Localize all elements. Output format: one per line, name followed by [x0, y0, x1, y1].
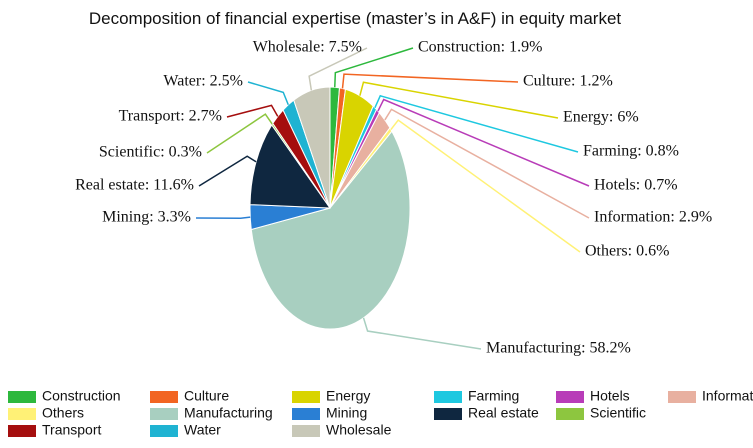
legend-swatch: [556, 391, 584, 403]
pie-slice: [250, 130, 411, 330]
leader-line: [206, 113, 273, 154]
legend-label: Wholesale: [326, 422, 392, 438]
legend-swatch: [150, 425, 178, 437]
legend-label: Construction: [42, 388, 121, 404]
data-label: Farming: 0.8%: [583, 143, 679, 160]
data-label: Manufacturing: 58.2%: [486, 340, 631, 357]
legend-label: Real estate: [468, 405, 539, 421]
legend-label: Manufacturing: [184, 405, 273, 421]
data-label: Construction: 1.9%: [418, 39, 542, 56]
legend-swatch: [8, 408, 36, 420]
legend-label: Others: [42, 405, 84, 421]
leader-line: [359, 81, 559, 119]
pie-slice: [249, 124, 331, 209]
leader-line: [247, 81, 289, 106]
legend-label: Information: [702, 388, 753, 404]
leader-line: [341, 73, 519, 89]
leader-line: [334, 47, 414, 88]
legend-swatch: [556, 408, 584, 420]
legend-label: Farming: [468, 388, 519, 404]
legend-label: Energy: [326, 388, 370, 404]
legend-swatch: [292, 391, 320, 403]
legend-swatch: [8, 425, 36, 437]
leader-line: [198, 155, 257, 187]
data-label: Others: 0.6%: [585, 243, 669, 260]
legend-swatch: [292, 408, 320, 420]
leader-line: [390, 119, 581, 253]
legend-swatch: [668, 391, 696, 403]
data-label: Culture: 1.2%: [523, 73, 613, 90]
pie-slice: [293, 86, 331, 209]
data-label: Mining: 3.3%: [102, 209, 191, 226]
data-label: Information: 2.9%: [594, 209, 712, 226]
legend-label: Mining: [326, 405, 367, 421]
data-label: Water: 2.5%: [163, 73, 243, 90]
legend-label: Transport: [42, 422, 102, 438]
leader-line: [195, 216, 251, 219]
leader-line: [374, 94, 579, 153]
data-label: Scientific: 0.3%: [99, 144, 202, 161]
legend-label: Scientific: [590, 405, 646, 421]
leader-line: [308, 47, 368, 91]
data-label: Transport: 2.7%: [119, 108, 222, 125]
legend-swatch: [8, 391, 36, 403]
chart-title: Decomposition of financial expertise (ma…: [89, 9, 622, 28]
leader-line: [362, 317, 482, 350]
leader-line: [377, 98, 590, 187]
legend-swatch: [434, 391, 462, 403]
data-label: Real estate: 11.6%: [75, 177, 194, 194]
legend-label: Culture: [184, 388, 229, 404]
data-label: Energy: 6%: [563, 109, 639, 126]
legend-swatch: [150, 391, 178, 403]
data-label: Hotels: 0.7%: [594, 177, 678, 194]
legend-swatch: [150, 408, 178, 420]
legend-label: Hotels: [590, 388, 630, 404]
legend-swatch: [292, 425, 320, 437]
leader-line: [226, 104, 279, 118]
legend-swatch: [434, 408, 462, 420]
data-label: Wholesale: 7.5%: [253, 39, 362, 56]
legend-label: Water: [184, 422, 221, 438]
leader-line: [384, 108, 590, 219]
